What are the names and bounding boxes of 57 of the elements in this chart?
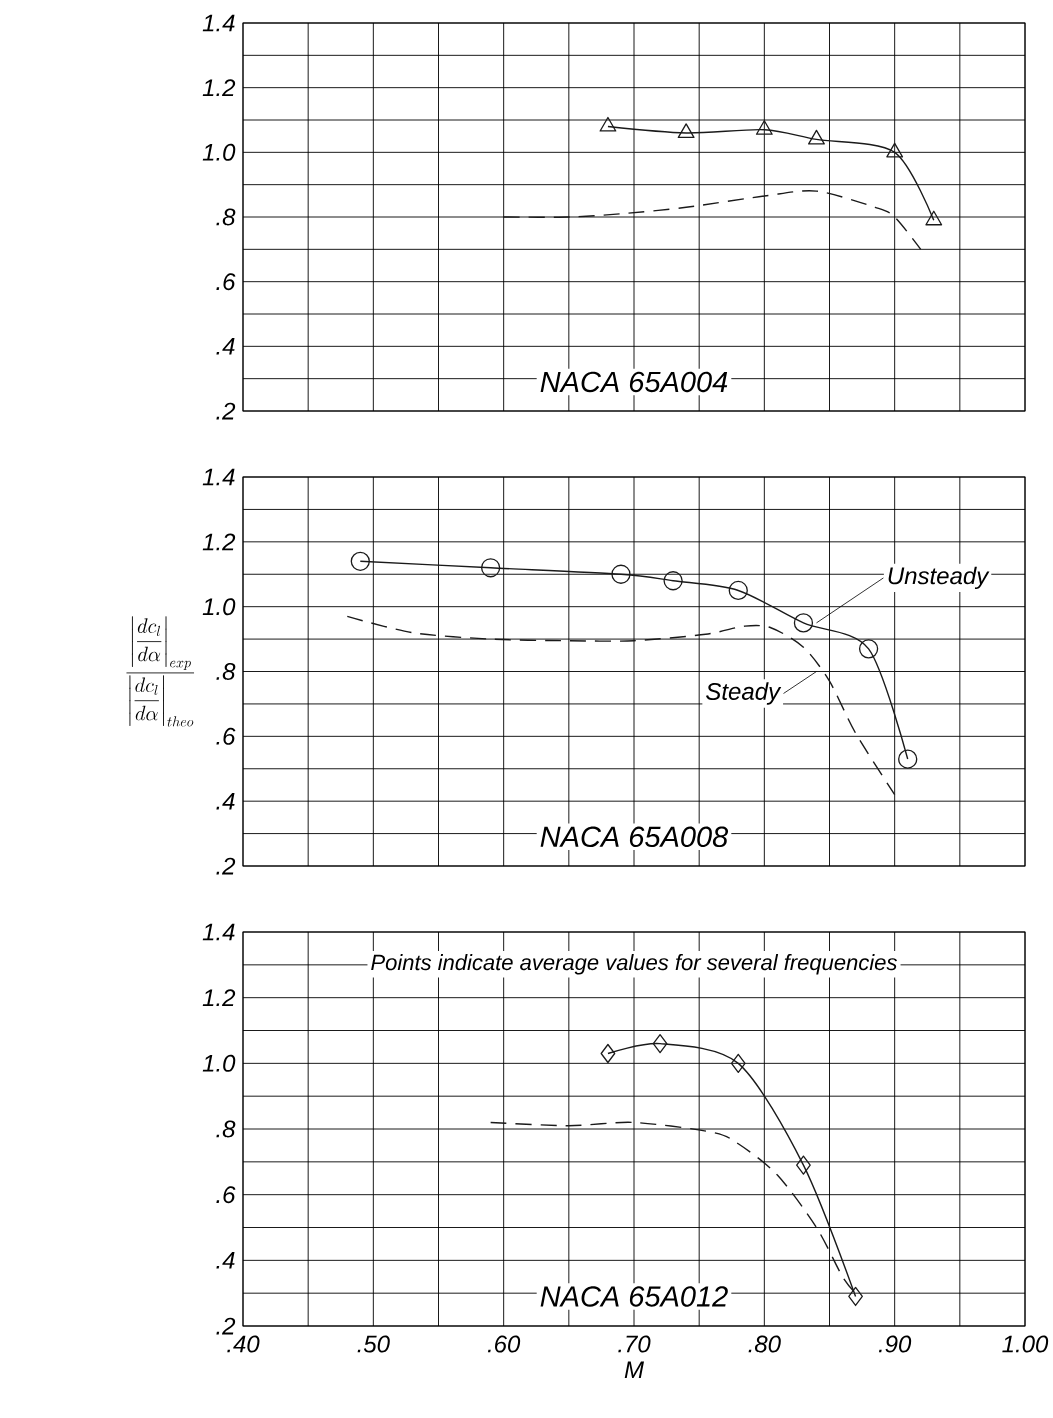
x-tick-label: .80 <box>748 1335 781 1353</box>
x-tick-label: .40 <box>227 1335 260 1353</box>
point <box>350 551 370 571</box>
y-tick-label: .2 <box>216 857 236 875</box>
point <box>663 571 683 591</box>
y-tick-label: .8 <box>216 208 236 226</box>
point <box>886 142 904 158</box>
annotation: Steady <box>706 682 782 705</box>
y-axis-title: $\frac{\left|\dfrac{dc_l}{d\alpha}\right|_{exp}}{\left|\dfrac{dc_l}{d\alpha}\right|_{theo}}$ <box>126 616 195 727</box>
point <box>599 116 617 132</box>
annotation: NACA 65A008 <box>540 826 729 848</box>
annotation: Unsteady <box>888 566 990 590</box>
x-axis-title: M <box>624 1361 644 1378</box>
x-tick-label: .60 <box>487 1335 521 1353</box>
y-tick-label: .4 <box>216 1252 235 1269</box>
y-tick-label: .6 <box>216 273 236 291</box>
y-tick-label: .6 <box>216 1186 236 1204</box>
annotation: NACA 65A004 <box>540 371 728 393</box>
y-tick-label: 1.0 <box>202 143 236 161</box>
y-tick-label: 1.4 <box>202 468 235 486</box>
point <box>796 1155 811 1175</box>
point <box>848 1286 863 1307</box>
point <box>480 558 501 578</box>
point <box>611 564 631 584</box>
y-tick-label: .2 <box>216 402 236 420</box>
y-tick-label: .4 <box>216 792 235 810</box>
x-tick-label: .50 <box>357 1335 390 1353</box>
point <box>793 613 814 633</box>
y-tick-label: .8 <box>216 663 236 680</box>
point <box>808 129 825 145</box>
line-series <box>346 615 896 796</box>
y-tick-label: 1.0 <box>202 598 236 616</box>
y-tick-label: .6 <box>216 727 236 745</box>
point <box>858 639 879 659</box>
y-tick-label: 1.2 <box>202 989 236 1007</box>
point <box>652 1034 668 1054</box>
point <box>925 210 943 226</box>
point <box>728 580 748 601</box>
y-tick-label: .8 <box>216 1120 236 1138</box>
x-tick-label: .90 <box>878 1335 912 1353</box>
y-tick-label: 1.4 <box>202 14 235 32</box>
y-tick-label: 1.2 <box>202 79 236 97</box>
y-tick-label: .4 <box>216 338 235 355</box>
y-tick-label: 1.2 <box>202 533 236 551</box>
point <box>898 749 918 769</box>
line-series <box>502 190 922 251</box>
x-tick-label: .70 <box>618 1335 651 1353</box>
annotation: Points indicate average values for several frequencies <box>371 954 897 975</box>
y-tick-label: 1.4 <box>202 923 235 941</box>
point <box>730 1053 746 1073</box>
point <box>600 1043 616 1064</box>
y-tick-label: 1.0 <box>202 1054 236 1072</box>
x-tick-label: 1.00 <box>1002 1335 1049 1353</box>
annotation: NACA 65A012 <box>540 1286 728 1307</box>
y-tick-label: .2 <box>216 1317 236 1335</box>
point <box>677 123 695 139</box>
point <box>755 120 773 135</box>
